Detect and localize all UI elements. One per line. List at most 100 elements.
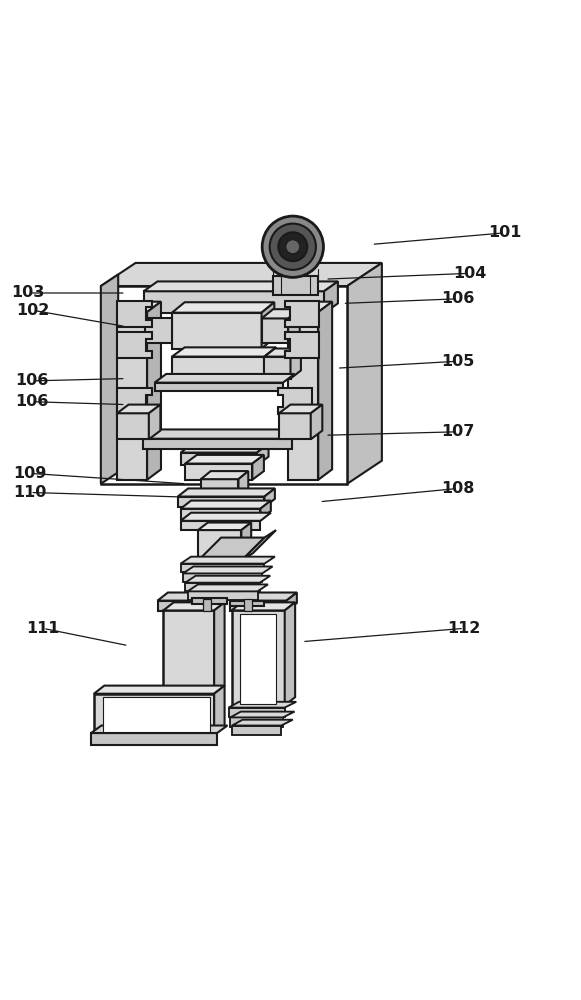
Polygon shape bbox=[230, 593, 297, 601]
Bar bbox=[181, 521, 260, 530]
Polygon shape bbox=[91, 726, 228, 733]
Polygon shape bbox=[288, 309, 300, 343]
Polygon shape bbox=[94, 686, 225, 694]
Polygon shape bbox=[241, 530, 276, 561]
Polygon shape bbox=[290, 349, 301, 379]
Polygon shape bbox=[163, 602, 225, 610]
Bar bbox=[172, 357, 264, 384]
Polygon shape bbox=[286, 593, 297, 611]
Polygon shape bbox=[279, 405, 322, 413]
Bar bbox=[163, 610, 214, 694]
Polygon shape bbox=[172, 347, 276, 357]
Bar bbox=[101, 286, 347, 484]
Polygon shape bbox=[101, 274, 118, 484]
Polygon shape bbox=[347, 263, 382, 484]
Bar bbox=[229, 708, 285, 717]
Circle shape bbox=[262, 216, 324, 277]
Bar bbox=[279, 413, 311, 439]
Polygon shape bbox=[318, 302, 332, 480]
Polygon shape bbox=[285, 332, 320, 358]
Polygon shape bbox=[230, 712, 295, 717]
Bar bbox=[230, 717, 283, 727]
Bar bbox=[103, 697, 210, 732]
Bar bbox=[232, 726, 281, 735]
Bar bbox=[203, 599, 211, 611]
Polygon shape bbox=[214, 602, 225, 694]
Polygon shape bbox=[285, 602, 295, 705]
Text: 102: 102 bbox=[16, 303, 50, 318]
Polygon shape bbox=[257, 444, 268, 465]
Polygon shape bbox=[278, 388, 313, 414]
Bar bbox=[198, 530, 241, 558]
Bar bbox=[240, 614, 276, 704]
Polygon shape bbox=[238, 471, 248, 497]
Text: 105: 105 bbox=[442, 354, 475, 369]
Bar bbox=[230, 601, 264, 606]
Polygon shape bbox=[264, 349, 301, 357]
Polygon shape bbox=[264, 488, 275, 507]
Polygon shape bbox=[172, 302, 274, 313]
Bar bbox=[181, 564, 264, 572]
Polygon shape bbox=[260, 501, 271, 519]
Bar bbox=[117, 312, 147, 480]
Bar bbox=[181, 509, 260, 519]
Polygon shape bbox=[285, 301, 320, 327]
Text: 112: 112 bbox=[447, 621, 480, 636]
Circle shape bbox=[278, 232, 307, 261]
Polygon shape bbox=[188, 584, 268, 591]
Text: 106: 106 bbox=[442, 291, 475, 306]
Text: 107: 107 bbox=[442, 424, 475, 439]
Bar bbox=[145, 318, 172, 343]
Text: 106: 106 bbox=[15, 394, 48, 409]
Polygon shape bbox=[185, 576, 270, 583]
Text: 101: 101 bbox=[488, 225, 521, 240]
Polygon shape bbox=[117, 405, 160, 413]
Polygon shape bbox=[178, 488, 275, 497]
Circle shape bbox=[286, 240, 300, 254]
Bar bbox=[201, 479, 238, 497]
Polygon shape bbox=[157, 593, 230, 601]
Bar bbox=[273, 276, 318, 295]
Text: 103: 103 bbox=[10, 285, 44, 300]
Bar bbox=[230, 601, 286, 611]
Text: 104: 104 bbox=[453, 266, 486, 281]
Bar bbox=[288, 312, 318, 480]
Text: 108: 108 bbox=[442, 481, 475, 496]
Bar bbox=[157, 601, 220, 611]
Polygon shape bbox=[261, 309, 300, 318]
Polygon shape bbox=[241, 523, 251, 558]
Polygon shape bbox=[185, 455, 264, 464]
Polygon shape bbox=[117, 332, 152, 358]
Text: 106: 106 bbox=[15, 373, 48, 388]
Bar bbox=[261, 318, 288, 343]
Bar bbox=[155, 383, 283, 391]
Bar bbox=[91, 733, 217, 745]
Polygon shape bbox=[183, 566, 272, 573]
Polygon shape bbox=[252, 455, 264, 480]
Polygon shape bbox=[181, 513, 271, 521]
Bar bbox=[264, 357, 290, 379]
Polygon shape bbox=[149, 405, 160, 439]
Polygon shape bbox=[198, 538, 264, 561]
Polygon shape bbox=[264, 347, 276, 384]
Polygon shape bbox=[117, 301, 152, 327]
Polygon shape bbox=[229, 702, 296, 708]
Circle shape bbox=[270, 224, 316, 270]
Bar bbox=[143, 439, 292, 449]
Bar bbox=[94, 694, 214, 734]
Text: 110: 110 bbox=[13, 485, 47, 500]
Polygon shape bbox=[181, 557, 275, 564]
Text: 109: 109 bbox=[13, 466, 47, 481]
Polygon shape bbox=[324, 281, 338, 313]
Polygon shape bbox=[201, 471, 248, 479]
Bar bbox=[231, 610, 285, 705]
Bar bbox=[144, 291, 324, 313]
Polygon shape bbox=[144, 281, 338, 291]
Polygon shape bbox=[232, 720, 293, 726]
Polygon shape bbox=[181, 501, 271, 509]
Polygon shape bbox=[288, 302, 332, 312]
Polygon shape bbox=[155, 374, 295, 383]
Bar bbox=[188, 591, 257, 600]
Polygon shape bbox=[261, 302, 274, 349]
Bar bbox=[181, 453, 257, 465]
